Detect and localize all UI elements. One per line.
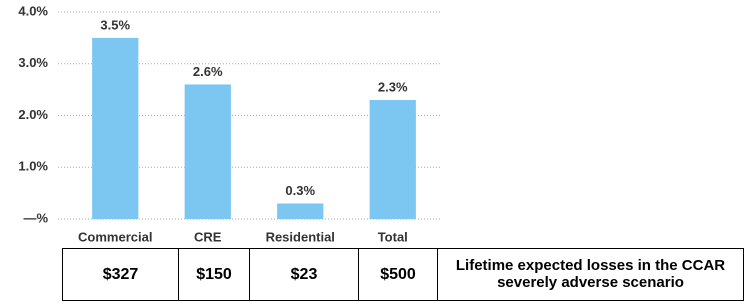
y-tick-label: 2.0%	[18, 107, 48, 122]
y-tick-label: —%	[23, 210, 48, 225]
x-tick-label: Commercial	[78, 229, 152, 244]
y-tick-label: 3.0%	[18, 55, 48, 70]
x-tick-label: Residential	[266, 229, 335, 244]
value-label: 2.6%	[193, 64, 223, 79]
caption-cell: Lifetime expected losses in the CCAR sev…	[437, 248, 744, 301]
bar	[369, 99, 416, 219]
y-tick-label: 4.0%	[18, 3, 48, 18]
loss-cell: $150	[178, 248, 250, 301]
value-label: 0.3%	[285, 183, 315, 198]
loss-cell: $327	[62, 248, 179, 301]
value-label: 2.3%	[378, 79, 408, 94]
loss-row: $327 $150 $23 $500 Lifetime expected los…	[62, 248, 744, 301]
bar	[277, 203, 324, 219]
loss-cell: $500	[358, 248, 438, 301]
bar	[92, 37, 139, 219]
chart: —% 1.0% 2.0% 3.0% 4.0% Commercial 3.5% CRE 2.6% R…	[18, 3, 441, 244]
bar	[184, 84, 231, 219]
loss-cell: $23	[249, 248, 359, 301]
caption: Lifetime expected losses in the CCAR sev…	[455, 257, 726, 291]
y-tick-label: 1.0%	[18, 159, 48, 174]
value-label: 3.5%	[100, 17, 130, 32]
x-tick-label: CRE	[194, 229, 222, 244]
loss-table: $327 $150 $23 $500 Lifetime expected los…	[62, 248, 744, 301]
x-tick-label: Total	[378, 229, 408, 244]
